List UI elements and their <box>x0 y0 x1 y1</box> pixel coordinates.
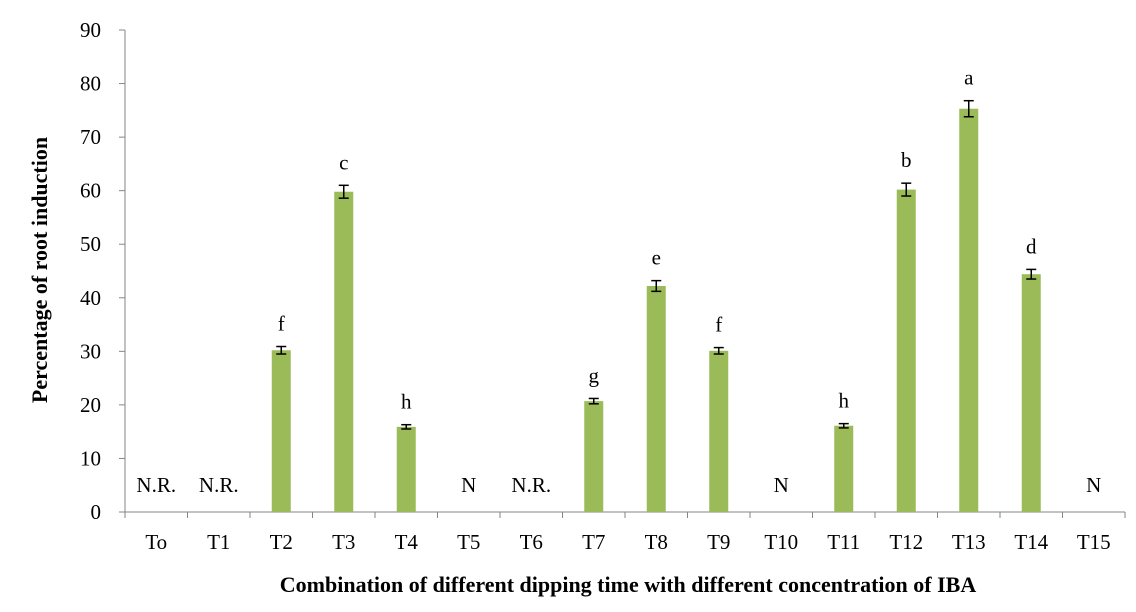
x-tick-label: T13 <box>952 530 986 554</box>
bar-label: N.R. <box>199 473 239 497</box>
y-tick-label: 20 <box>80 393 101 417</box>
bar-label: h <box>839 389 850 413</box>
bar-label: d <box>1026 234 1037 258</box>
bar <box>834 425 854 512</box>
x-axis-title: Combination of different dipping time wi… <box>280 572 977 597</box>
error-bar <box>401 423 412 430</box>
x-axis: To T1 T2 T3 T4 T5 T6 T7 T8 T9 T10 T11 T12 T13 T14 T15 <box>124 511 1126 554</box>
error-bar <box>651 279 662 293</box>
y-tick-label: 0 <box>91 500 102 524</box>
x-tick-label: T6 <box>520 530 543 554</box>
y-tick-label: 50 <box>80 232 101 256</box>
x-tick-label: T14 <box>1014 530 1048 554</box>
x-tick-label: T5 <box>457 530 480 554</box>
x-tick-label: T11 <box>827 530 860 554</box>
bar-label: N <box>774 473 789 497</box>
error-bar <box>838 422 849 429</box>
x-tick-label: T15 <box>1077 530 1111 554</box>
x-tick-label: T12 <box>889 530 923 554</box>
x-tick-label: T4 <box>395 530 419 554</box>
error-bar <box>963 99 974 118</box>
x-tick-label: T9 <box>707 530 730 554</box>
x-tick-label: T3 <box>332 530 355 554</box>
y-tick-label: 60 <box>80 179 101 203</box>
bar-label: h <box>401 390 412 414</box>
bar <box>896 189 916 512</box>
bar-label: N <box>461 473 476 497</box>
bar-label: N.R. <box>511 473 551 497</box>
error-bar <box>588 397 599 405</box>
bar <box>959 108 979 512</box>
error-bar <box>1026 268 1037 280</box>
x-tick-label: To <box>145 530 167 554</box>
bar-label: g <box>589 363 600 387</box>
x-tick-label: T7 <box>582 530 605 554</box>
bar-label: N.R. <box>136 473 176 497</box>
bar-label: b <box>901 148 912 172</box>
y-tick-label: 30 <box>80 339 101 363</box>
x-tick-label: T1 <box>207 530 230 554</box>
x-tick-label: T2 <box>270 530 293 554</box>
y-tick-label: 10 <box>80 446 101 470</box>
bars <box>271 108 1041 512</box>
bar <box>709 350 729 512</box>
error-bars <box>276 99 1037 430</box>
bar <box>271 350 291 512</box>
y-axis-title: Percentage of root induction <box>27 137 52 403</box>
error-bar <box>901 182 912 197</box>
y-axis: 0 10 20 30 40 50 60 70 80 90 <box>80 18 126 524</box>
x-tick-label: T8 <box>645 530 668 554</box>
bar <box>334 191 354 512</box>
bar <box>646 285 666 512</box>
y-tick-label: 70 <box>80 125 101 149</box>
bar-label: e <box>652 246 661 270</box>
bar <box>1021 274 1041 512</box>
error-bar <box>276 345 287 355</box>
error-bar <box>713 346 724 355</box>
bar <box>584 401 604 512</box>
y-tick-label: 90 <box>80 18 101 42</box>
bar-labels: N.R. N.R. f c h N N.R. g e f Nh b a d N <box>136 66 1101 497</box>
bar-label: c <box>339 150 348 174</box>
y-tick-label: 80 <box>80 72 101 96</box>
bar-label: f <box>278 312 285 336</box>
error-bar <box>338 184 349 199</box>
bar-label: N <box>1086 473 1101 497</box>
bar-label: f <box>715 313 722 337</box>
bar-label: a <box>964 66 974 90</box>
bar <box>396 426 416 512</box>
x-tick-label: T10 <box>764 530 798 554</box>
y-tick-label: 40 <box>80 286 101 310</box>
